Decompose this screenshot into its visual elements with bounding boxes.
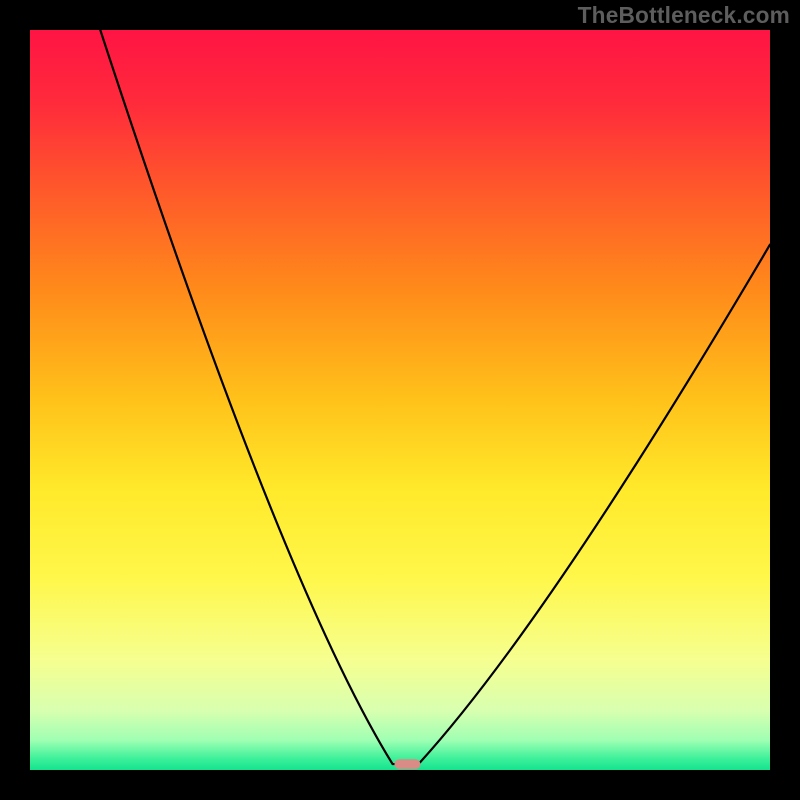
watermark-text: TheBottleneck.com: [578, 2, 790, 29]
plot-area: [30, 30, 770, 770]
chart-stage: TheBottleneck.com: [0, 0, 800, 800]
min-point-marker: [395, 759, 420, 769]
chart-curve: [30, 30, 770, 770]
